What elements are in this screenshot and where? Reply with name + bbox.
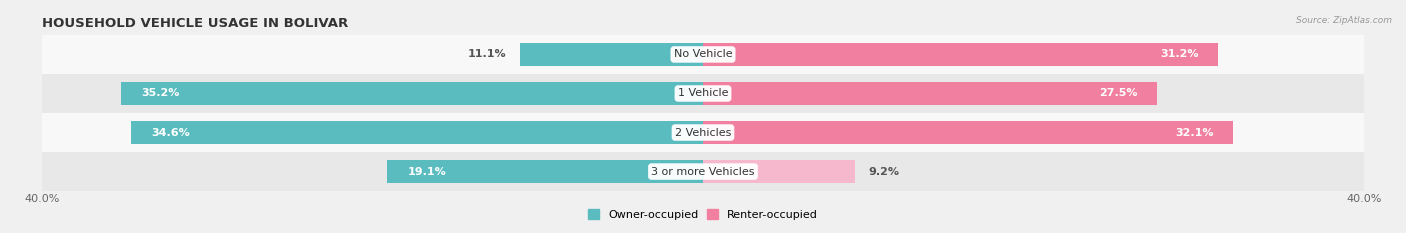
Text: 34.6%: 34.6% [152,127,190,137]
Bar [131,121,703,144]
Bar [42,74,1364,113]
Bar [42,35,1364,74]
Text: 32.1%: 32.1% [1175,127,1213,137]
Text: 19.1%: 19.1% [408,167,446,177]
Bar [388,160,703,183]
Text: 3 or more Vehicles: 3 or more Vehicles [651,167,755,177]
Text: 2 Vehicles: 2 Vehicles [675,127,731,137]
Text: 1 Vehicle: 1 Vehicle [678,89,728,99]
Text: 35.2%: 35.2% [141,89,180,99]
Bar [703,121,1233,144]
Bar [520,43,703,66]
Legend: Owner-occupied, Renter-occupied: Owner-occupied, Renter-occupied [588,209,818,220]
Bar [703,43,1219,66]
Text: No Vehicle: No Vehicle [673,49,733,59]
Text: 9.2%: 9.2% [868,167,900,177]
Text: 31.2%: 31.2% [1160,49,1198,59]
Bar [42,113,1364,152]
Bar [703,82,1157,105]
Text: Source: ZipAtlas.com: Source: ZipAtlas.com [1296,16,1392,25]
Text: 11.1%: 11.1% [468,49,506,59]
Bar [42,152,1364,191]
Text: HOUSEHOLD VEHICLE USAGE IN BOLIVAR: HOUSEHOLD VEHICLE USAGE IN BOLIVAR [42,17,349,30]
Bar [703,160,855,183]
Bar [121,82,703,105]
Text: 27.5%: 27.5% [1099,89,1137,99]
